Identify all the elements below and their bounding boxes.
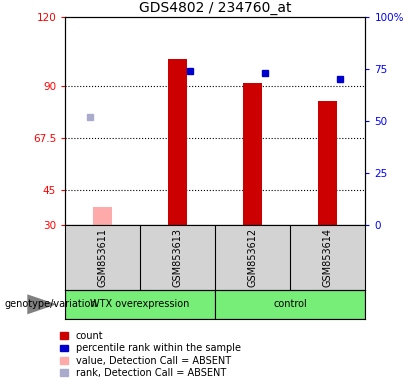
Bar: [93, 207, 112, 225]
Text: genotype/variation: genotype/variation: [4, 299, 97, 310]
Polygon shape: [27, 294, 57, 314]
Text: GSM853613: GSM853613: [173, 228, 183, 287]
Bar: [318, 101, 337, 225]
Bar: [244, 83, 262, 225]
Legend: count, percentile rank within the sample, value, Detection Call = ABSENT, rank, : count, percentile rank within the sample…: [60, 330, 242, 379]
Text: control: control: [273, 299, 307, 310]
Bar: [168, 59, 187, 225]
Text: WTX overexpression: WTX overexpression: [90, 299, 190, 310]
Bar: [215, 290, 365, 319]
Text: GSM853611: GSM853611: [97, 228, 108, 287]
Title: GDS4802 / 234760_at: GDS4802 / 234760_at: [139, 1, 291, 15]
Text: GSM853612: GSM853612: [248, 228, 258, 287]
Bar: [65, 290, 215, 319]
Text: GSM853614: GSM853614: [323, 228, 333, 287]
